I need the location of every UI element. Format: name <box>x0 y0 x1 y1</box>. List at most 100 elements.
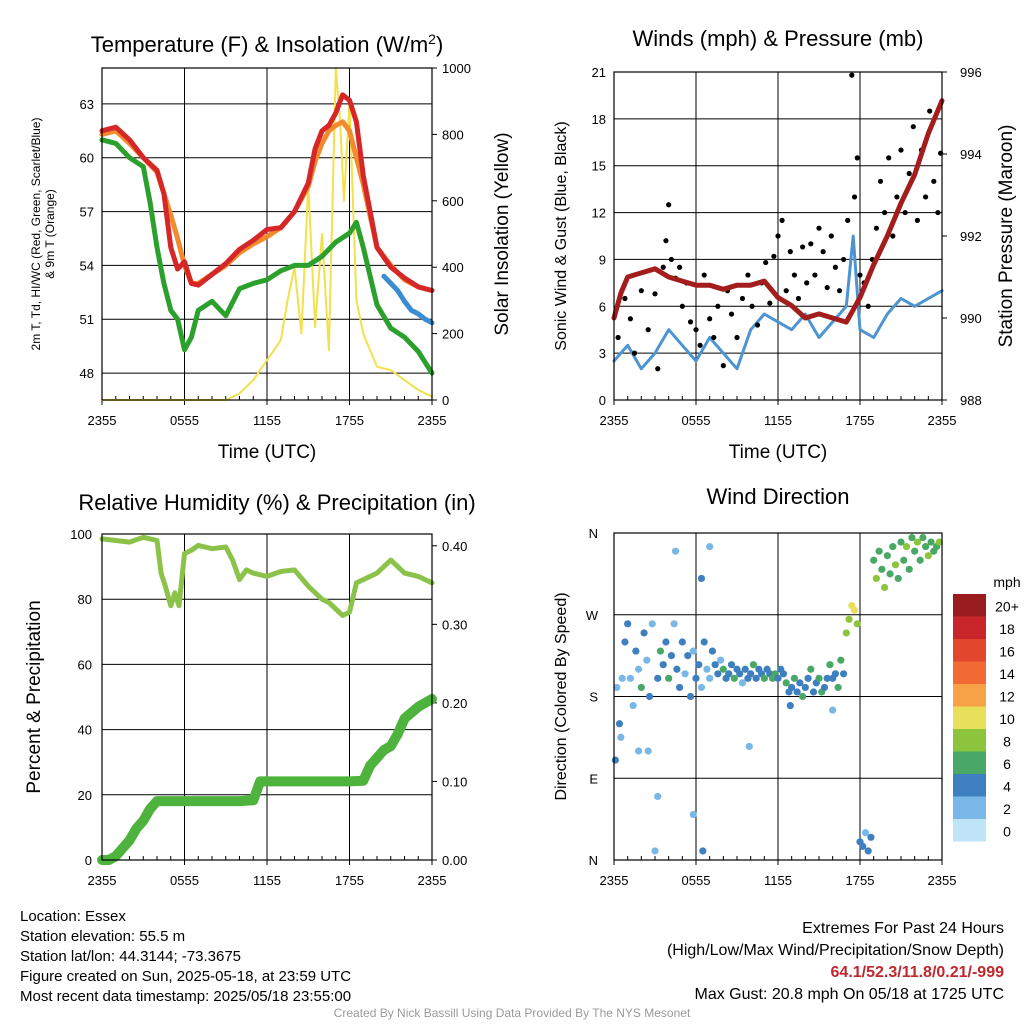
y-left-axis-label: 2m T, Td, HI/WC (Red, Green, Scarlet/Blu… <box>29 118 43 351</box>
direction-point <box>872 574 881 583</box>
gust-point <box>679 303 685 309</box>
direction-point <box>697 683 706 692</box>
gust-point <box>791 272 798 278</box>
direction-point <box>730 674 738 682</box>
y-left-axis-label-line2: & 9m T (Orange) <box>43 189 57 279</box>
gust-point <box>800 244 806 250</box>
direction-point <box>850 606 859 614</box>
direction-point <box>643 656 651 664</box>
direction-point <box>626 674 635 682</box>
y-left-tick-label: 60 <box>80 151 94 166</box>
gust-point <box>622 295 628 302</box>
y-left-tick-label: 0 <box>599 393 606 408</box>
x-tick-label: 1155 <box>764 873 792 888</box>
direction-point <box>654 792 662 801</box>
extremes-subtitle: (High/Low/Max Wind/Precipitation/Snow De… <box>666 942 1004 959</box>
direction-point <box>853 620 861 628</box>
gust-point <box>836 288 843 294</box>
y-right-tick-label: 600 <box>442 194 464 209</box>
gust-point <box>638 288 644 294</box>
x-tick-label: 1755 <box>335 413 364 428</box>
insolation-series-line <box>101 67 433 401</box>
y-left-tick-label: 9 <box>599 252 606 267</box>
y-right-tick-label: 988 <box>960 393 982 408</box>
direction-point <box>654 674 662 682</box>
gust-point <box>828 233 834 239</box>
gust-point <box>687 319 694 325</box>
direction-point <box>706 674 714 682</box>
y-right-tick-label: 994 <box>960 147 982 162</box>
extremes-title: Extremes For Past 24 Hours <box>802 920 1004 937</box>
gust-point <box>767 300 773 306</box>
colorbar-label: 14 <box>999 666 1015 682</box>
direction-point <box>738 679 747 687</box>
direction-point <box>747 670 755 678</box>
direction-chart-title: Wind Direction <box>706 484 849 509</box>
direction-point <box>717 656 725 664</box>
direction-point <box>670 620 678 628</box>
direction-point <box>902 543 911 551</box>
created-label: Figure created on Sun, 2025-05-18, at 23… <box>20 968 352 985</box>
direction-point <box>924 552 932 560</box>
gust-point <box>728 311 735 317</box>
direction-point <box>916 556 924 564</box>
elevation-label: Station elevation: 55.5 m <box>20 928 186 945</box>
y-right-tick-label: 990 <box>960 311 982 326</box>
y-left-tick-label: 80 <box>78 592 92 607</box>
x-axis-label: Time (UTC) <box>729 442 828 463</box>
gust-point <box>890 233 896 239</box>
y-right-tick-label: 0.10 <box>442 774 467 789</box>
direction-point <box>699 847 707 855</box>
temp-series-line <box>99 92 435 293</box>
y-direction-tick-label: W <box>586 608 599 623</box>
windchill-series-line <box>381 273 435 326</box>
x-tick-label: 0555 <box>170 873 199 888</box>
direction-point <box>807 665 815 673</box>
y-direction-tick-label: N <box>589 853 598 868</box>
gust-point <box>857 272 863 278</box>
extremes-values: 64.1/52.3/11.8/0.21/-999 <box>830 964 1004 981</box>
y-direction-tick-label: E <box>589 771 598 786</box>
direction-point <box>820 683 829 692</box>
direction-point <box>875 547 883 555</box>
colorbar-swatch <box>953 616 986 639</box>
humidity-chart-title: Relative Humidity (%) & Precipitation (i… <box>78 490 475 515</box>
direction-point <box>804 674 812 682</box>
precipitation-series-line <box>97 694 437 865</box>
x-tick-label: 1755 <box>846 873 875 888</box>
direction-point <box>719 665 727 673</box>
direction-point <box>714 670 722 678</box>
colorbar-swatch <box>953 639 986 662</box>
direction-point <box>908 533 916 542</box>
gust-point <box>832 264 839 270</box>
colorbar-swatch <box>953 594 986 617</box>
direction-point <box>708 647 717 655</box>
extremes-block: Extremes For Past 24 Hours (High/Low/Max… <box>667 918 1004 1006</box>
direction-point <box>700 638 708 646</box>
direction-point <box>611 756 619 764</box>
colorbar-swatch <box>953 796 986 819</box>
gust-point <box>923 194 929 200</box>
y-left-axis-label: Direction (Colored By Speed) <box>553 592 570 800</box>
direction-point <box>703 665 711 673</box>
direction-point <box>897 538 905 546</box>
x-tick-label: 2355 <box>418 873 447 888</box>
x-tick-label: 2355 <box>600 873 629 888</box>
x-tick-label: 2355 <box>600 413 629 428</box>
gust-point <box>804 280 810 286</box>
y-right-tick-label: 0.00 <box>442 853 467 868</box>
y-left-tick-label: 100 <box>70 527 92 542</box>
direction-point <box>922 543 930 551</box>
y-right-tick-label: 200 <box>442 327 464 342</box>
direction-point <box>867 833 875 841</box>
direction-point <box>799 692 807 701</box>
direction-point <box>790 674 799 682</box>
gust-point <box>697 342 703 348</box>
x-tick-label: 2355 <box>88 413 117 428</box>
direction-point <box>834 683 842 692</box>
gust-point <box>873 225 880 231</box>
direction-point <box>793 688 801 696</box>
gust-point <box>854 155 860 161</box>
direction-point <box>736 670 744 678</box>
